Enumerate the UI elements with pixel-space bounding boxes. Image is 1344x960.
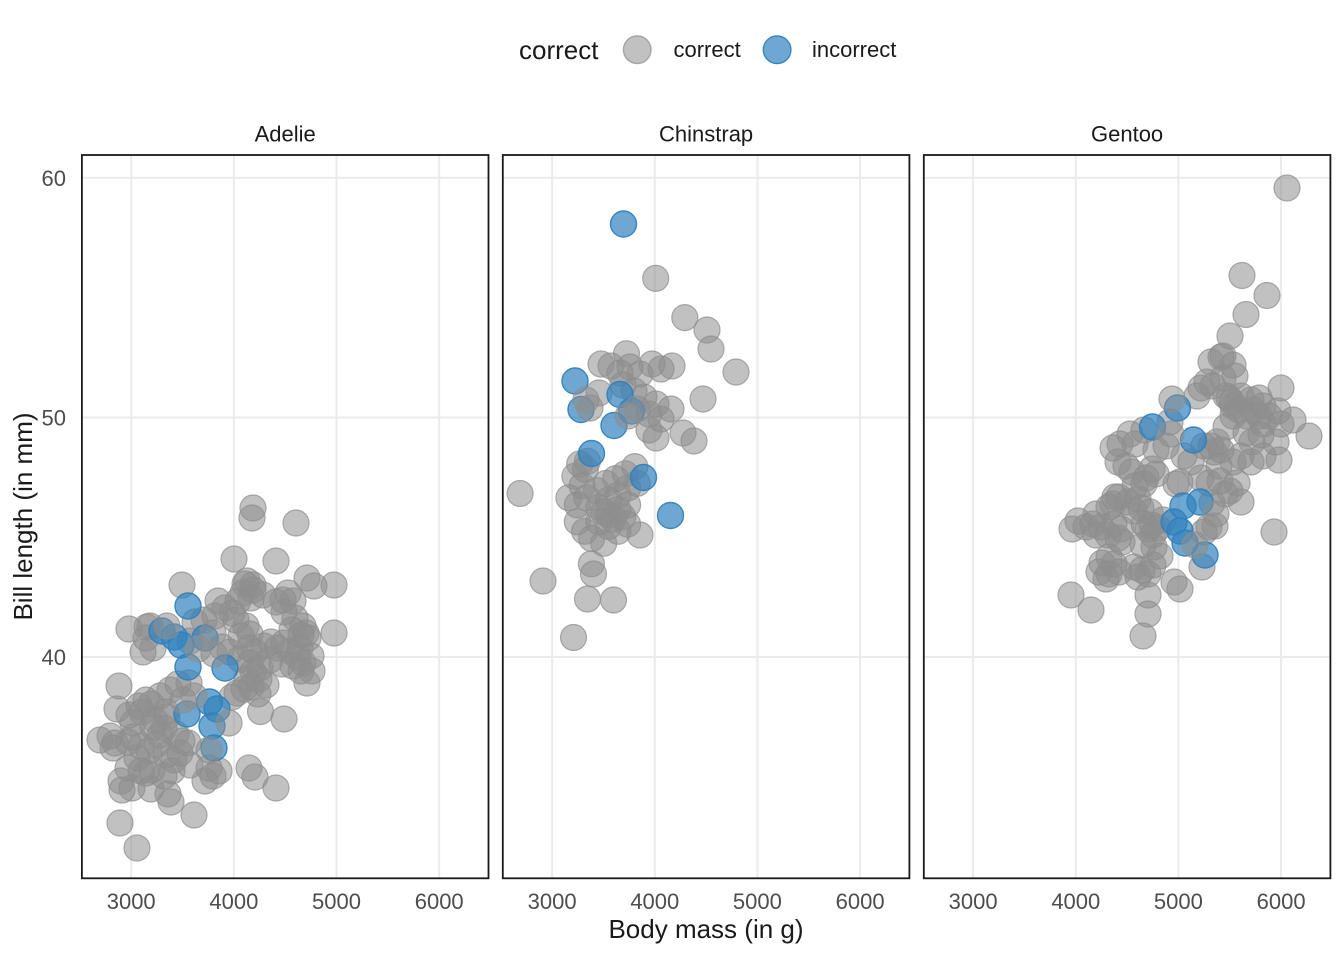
svg-text:5000: 5000	[312, 889, 361, 914]
svg-text:Bill length (in mm): Bill length (in mm)	[8, 412, 38, 620]
svg-text:5000: 5000	[1154, 889, 1203, 914]
svg-text:correct: correct	[674, 37, 741, 62]
svg-text:4000: 4000	[209, 889, 258, 914]
svg-text:3000: 3000	[107, 889, 156, 914]
svg-text:4000: 4000	[630, 889, 679, 914]
svg-text:3000: 3000	[528, 889, 577, 914]
svg-text:6000: 6000	[1257, 889, 1306, 914]
svg-text:60: 60	[42, 166, 66, 191]
svg-text:incorrect: incorrect	[812, 37, 896, 62]
svg-text:Gentoo: Gentoo	[1091, 122, 1163, 147]
svg-text:6000: 6000	[415, 889, 464, 914]
svg-text:5000: 5000	[733, 889, 782, 914]
svg-text:Adelie: Adelie	[255, 122, 316, 147]
svg-text:6000: 6000	[836, 889, 885, 914]
svg-text:50: 50	[42, 406, 66, 431]
svg-text:3000: 3000	[949, 889, 998, 914]
svg-text:4000: 4000	[1051, 889, 1100, 914]
svg-text:Chinstrap: Chinstrap	[659, 122, 753, 147]
svg-text:Body mass (in g): Body mass (in g)	[608, 914, 803, 944]
svg-text:correct: correct	[519, 35, 599, 65]
svg-text:40: 40	[42, 645, 66, 670]
